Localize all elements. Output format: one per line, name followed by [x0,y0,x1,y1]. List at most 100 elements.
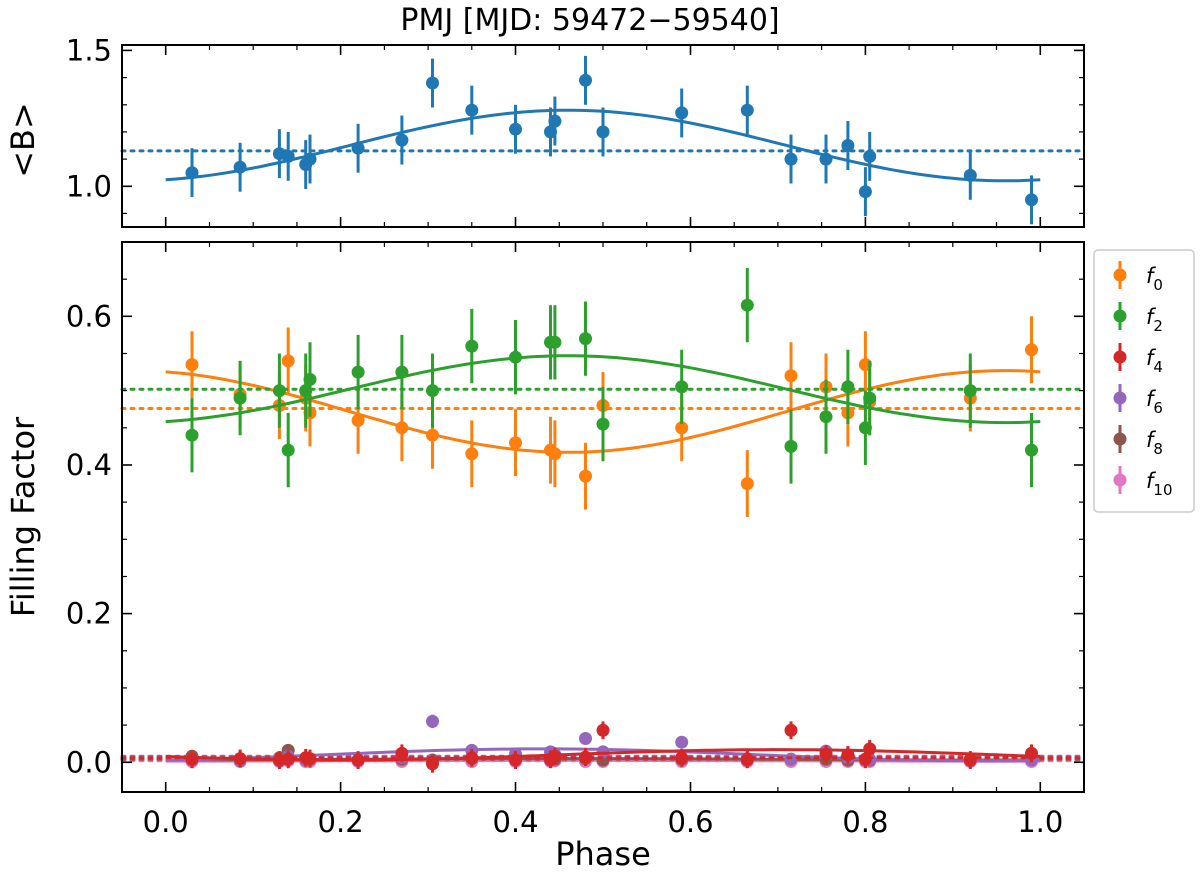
data-point-f4 [351,753,365,767]
data-point-b [351,141,365,155]
data-point-f4 [675,751,689,765]
data-point-f2 [548,335,562,349]
bottom-y-tick-label: 0.6 [66,299,112,333]
data-point-b [740,103,754,117]
data-point-f4 [740,752,754,766]
data-point-b [465,103,479,117]
bottom-x-tick-label: 1.0 [1017,805,1063,839]
data-point-f2 [465,339,479,353]
legend-subscript-f4: 4 [1153,358,1163,376]
data-point-f2 [675,380,689,394]
data-point-f2 [426,384,439,398]
data-point-f4 [579,750,592,764]
data-point-b [963,168,977,182]
bottom-y-tick-label: 0.4 [66,448,112,482]
chart-title: PMJ [MJD: 59472−59540] [400,3,779,38]
data-point-b [548,114,562,128]
data-point-b [579,73,592,87]
legend-marker-f8 [1113,432,1127,446]
data-point-f4 [281,752,295,766]
data-point-f4 [963,753,977,767]
legend-subscript-f2: 2 [1153,317,1163,335]
bottom-x-tick-label: 0.6 [667,805,713,839]
bottom-axes: 0.0 0.2 0.4 0.6 0.8 1.0 0.0 0.2 0.4 0.6 [66,241,1084,839]
data-point-f0 [465,447,479,461]
data-point-f2 [841,380,855,394]
data-point-b [675,106,689,120]
data-point-f2 [395,365,409,379]
legend-marker-f4 [1113,350,1127,364]
data-point-f2 [1025,443,1038,457]
data-point-f2 [185,428,199,442]
data-point-f2 [740,298,754,312]
top-axes-frame [121,44,1085,228]
data-point-f2 [233,391,247,405]
bottom-x-tick-label: 0.2 [318,805,364,839]
bottom-y-axis-label: Filling Factor [4,416,42,617]
bottom-plot-area [120,268,1086,773]
data-point-f0 [548,447,562,461]
data-point-f0 [740,477,754,491]
data-point-f4 [465,751,479,765]
data-point-b [596,125,610,139]
data-point-b [1025,193,1038,207]
data-point-f0 [395,421,409,435]
data-point-f2 [819,410,833,424]
data-point-f2 [784,439,798,453]
bottom-x-tick-label: 0.4 [492,805,538,839]
bottom-panel: 0.0 0.2 0.4 0.6 0.8 1.0 0.0 0.2 0.4 0.6 Filling F… [4,241,1086,873]
data-point-f2 [351,365,365,379]
data-point-f4 [548,749,562,763]
data-point-b [819,152,833,166]
data-point-f4 [395,746,409,760]
data-point-f2 [963,384,977,398]
data-point-f4 [863,742,877,756]
top-y-tick-label: 1.0 [66,169,112,203]
top-y-tick-label: 1.5 [66,33,112,67]
data-point-f2 [281,443,295,457]
data-point-f0 [1025,343,1038,357]
data-point-b [426,76,439,90]
data-point-f0 [185,358,199,372]
data-point-f2 [303,373,317,386]
data-point-f4 [303,752,317,766]
legend-marker-f6 [1113,391,1127,405]
data-point-f6 [579,732,592,745]
data-point-f0 [675,421,689,435]
top-y-axis-label: <B> [4,102,42,178]
data-point-f4 [509,753,522,767]
data-point-b [281,149,295,163]
legend-box [1093,249,1195,513]
series-b [120,55,1086,225]
data-point-b [841,139,855,152]
series-f2 [120,268,1086,488]
legend-subscript-f10: 10 [1153,481,1172,499]
data-point-b [509,122,522,136]
data-point-f0 [351,413,365,427]
data-point-f0 [509,436,522,450]
data-point-b [784,152,798,166]
data-point-f4 [185,752,199,766]
top-plot-area [120,55,1086,225]
data-point-b [303,152,317,166]
data-point-f0 [579,469,592,483]
data-point-f4 [784,723,798,737]
data-point-f4 [1025,746,1038,760]
top-axes: 1.0 1.5 [66,33,1084,227]
data-point-f4 [819,747,833,761]
data-point-f0 [784,369,798,383]
data-point-f6 [426,714,439,728]
data-point-f0 [281,354,295,368]
data-point-f6 [675,735,689,749]
data-point-f4 [233,752,247,766]
data-point-f2 [509,350,522,364]
data-point-b [233,160,247,174]
data-point-f0 [426,428,439,442]
data-point-f4 [841,748,855,762]
legend-marker-f10 [1113,473,1127,487]
legend-marker-f2 [1113,309,1127,323]
top-panel: 1.0 1.5 <B> [4,33,1086,228]
legend-subscript-f6: 6 [1153,399,1163,417]
bottom-y-tick-label: 0.2 [66,597,112,631]
